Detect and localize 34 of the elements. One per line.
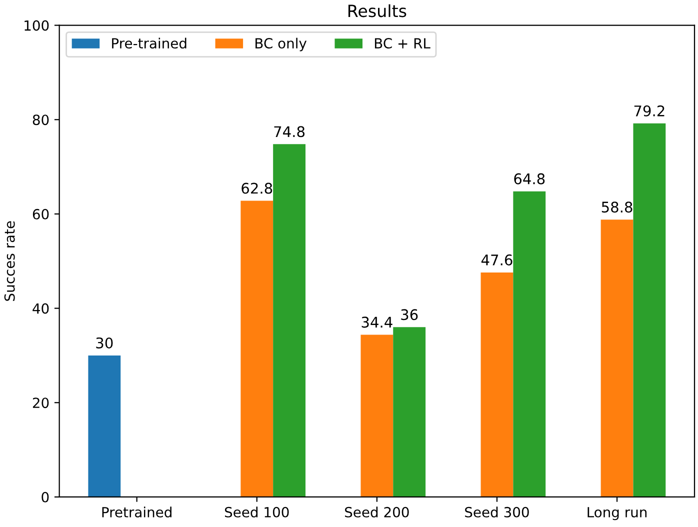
- data-label: 74.8: [274, 126, 305, 138]
- y-tick-label: 0: [42, 492, 49, 502]
- legend-label: BC only: [256, 38, 307, 52]
- data-label: 47.6: [481, 254, 512, 266]
- bar: [600, 220, 634, 497]
- bar: [240, 200, 274, 497]
- bar: [513, 191, 546, 497]
- bar: [360, 334, 394, 497]
- data-label: 58.8: [602, 202, 632, 213]
- data-label: 62.8: [242, 182, 272, 194]
- y-tick-label: 100: [24, 20, 49, 31]
- data-label: 79.2: [634, 105, 664, 116]
- data-label: 30: [96, 337, 113, 348]
- x-tick-label: Seed 300: [465, 506, 529, 518]
- bar: [393, 327, 426, 497]
- bar: [480, 272, 514, 497]
- legend-label: Pre-trained: [112, 38, 186, 49]
- legend-label: BC + RL: [374, 38, 430, 49]
- data-label: 36: [401, 309, 418, 320]
- x-tick-label: Seed 100: [224, 506, 289, 518]
- bar: [273, 144, 306, 497]
- data-label: 64.8: [514, 173, 545, 184]
- data-label: 34.4: [362, 316, 392, 328]
- y-tick-label: 20: [32, 398, 49, 408]
- x-tick-label: Pretrained: [102, 506, 172, 518]
- bar: [88, 355, 121, 497]
- y-tick-label: 80: [32, 114, 49, 126]
- chart-title: Results: [348, 4, 406, 18]
- bar: [633, 123, 666, 497]
- y-tick-label: 40: [32, 303, 49, 314]
- x-tick-label: Seed 200: [345, 506, 409, 518]
- y-axis-title: Succes rate: [4, 221, 15, 301]
- y-tick-label: 60: [32, 208, 49, 220]
- x-tick-label: Long run: [588, 507, 647, 520]
